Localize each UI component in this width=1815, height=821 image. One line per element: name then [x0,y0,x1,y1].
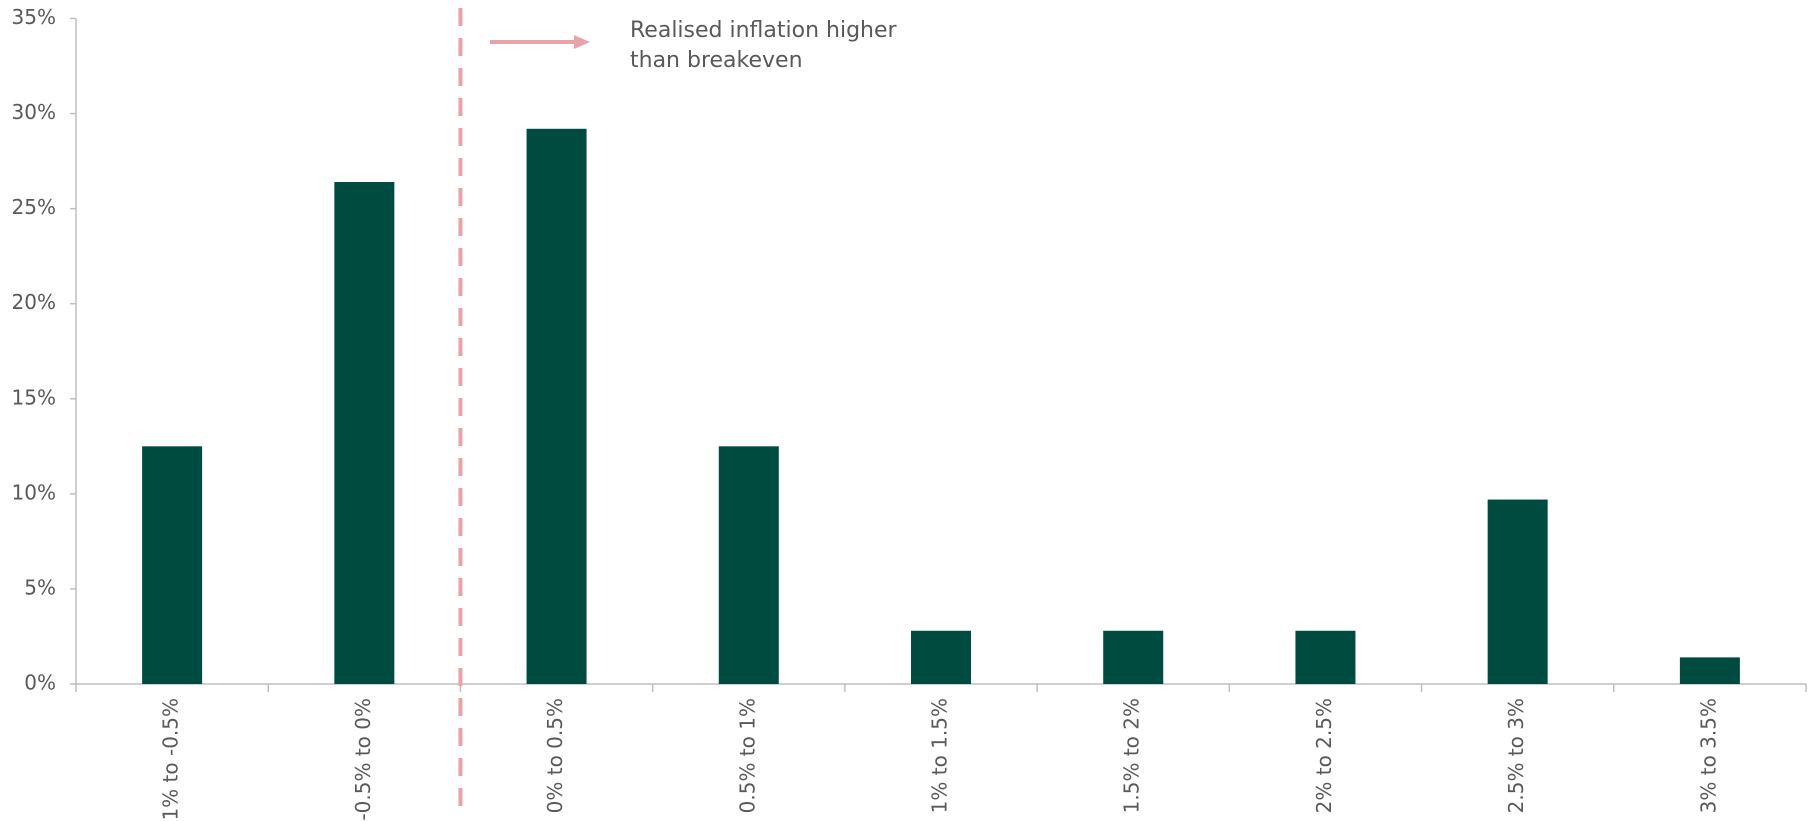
y-tick-label: 15% [12,385,56,409]
bar [142,446,203,684]
y-tick-label: 35% [12,5,56,29]
y-tick-label: 10% [12,480,56,504]
y-tick-label: 5% [24,575,56,599]
x-tick-label: 0.5% to 1% [735,698,759,813]
y-tick-label: 0% [24,671,56,695]
y-tick-label: 30% [12,100,56,124]
x-tick-label: 0% to 0.5% [543,698,567,813]
x-tick-label: 3% to 3.5% [1696,698,1720,813]
bar [718,446,779,684]
bar [1295,630,1356,684]
bar [1103,630,1164,684]
y-tick-label: 20% [12,290,56,314]
bar [911,630,971,684]
x-tick-label: 1.5% to 2% [1120,698,1144,813]
y-tick-label: 25% [12,195,56,219]
bar [334,182,395,684]
x-tick-label: 2.5% to 3% [1504,698,1528,813]
x-tick-label: 1% to 1.5% [928,698,952,813]
annotation-arrowhead [574,35,590,49]
annotation: than breakeven [630,48,803,73]
bar [526,128,587,685]
x-tick-label: -1% to -0.5% [159,698,183,821]
x-tick-label: 2% to 2.5% [1312,698,1336,813]
annotation: Realised inflation higher [630,18,898,43]
x-tick-label: -0.5% to 0% [351,698,375,821]
bar [1487,499,1548,684]
bar [1679,657,1740,684]
